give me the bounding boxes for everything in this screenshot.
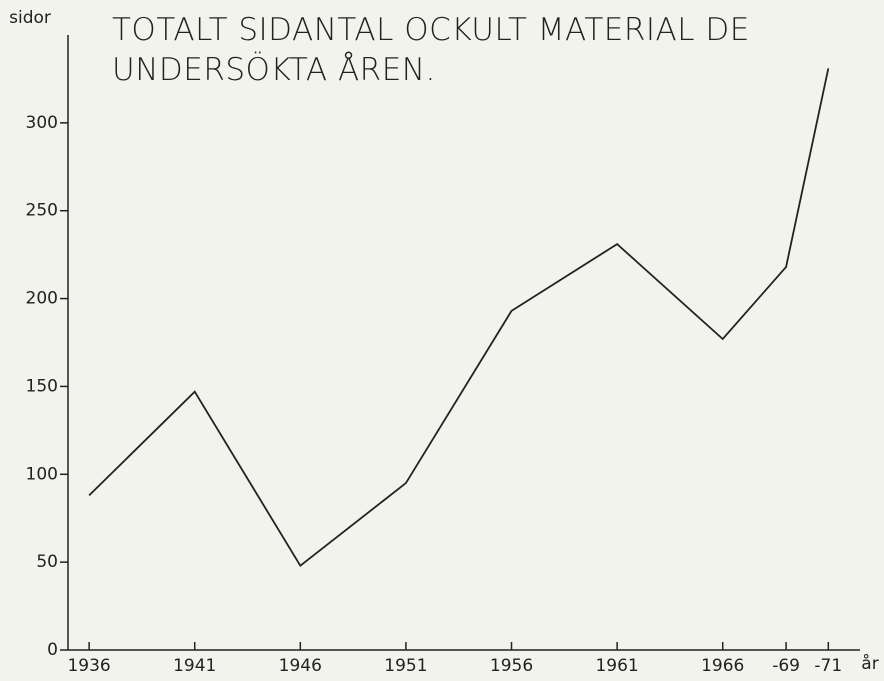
- x-tick-label: 1936: [67, 656, 110, 676]
- x-tick-label: -71: [814, 656, 842, 676]
- x-tick-label: 1951: [384, 656, 427, 676]
- y-tick-label: 150: [26, 376, 58, 396]
- x-tick-label: 1966: [701, 656, 744, 676]
- x-tick-label: 1961: [595, 656, 638, 676]
- y-tick-label: 50: [36, 552, 58, 572]
- data-line: [88, 68, 830, 567]
- x-tick-label: 1956: [490, 656, 533, 676]
- x-tick-label: 1941: [173, 656, 216, 676]
- x-tick-label: -69: [772, 656, 800, 676]
- y-tick-label: 200: [26, 289, 58, 309]
- y-tick-label: 250: [26, 201, 58, 221]
- y-tick-label: 0: [47, 640, 58, 660]
- y-axis-label: sidor: [9, 8, 51, 28]
- x-axis-label: år: [861, 653, 878, 674]
- y-tick-label: 100: [26, 464, 58, 484]
- chart-title: TOTALT SIDANTAL OCKULT MATERIAL DE UNDER…: [112, 12, 750, 88]
- x-tick-label: 1946: [279, 656, 322, 676]
- y-tick-label: 300: [26, 113, 58, 133]
